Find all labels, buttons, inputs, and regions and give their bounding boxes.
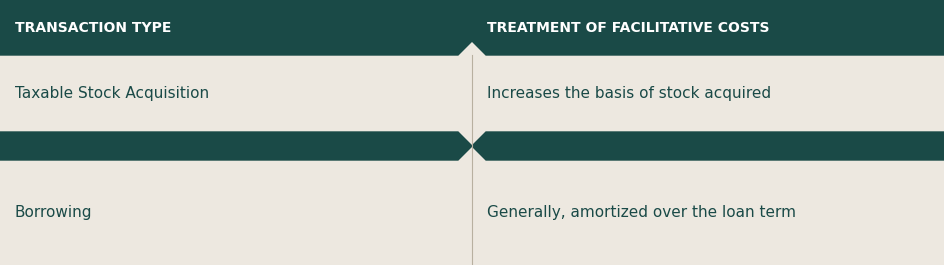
Polygon shape <box>0 132 471 160</box>
Text: Generally, amortized over the loan term: Generally, amortized over the loan term <box>486 205 795 220</box>
Text: Taxable Stock Acquisition: Taxable Stock Acquisition <box>15 86 209 101</box>
Polygon shape <box>471 132 944 160</box>
Polygon shape <box>471 0 944 55</box>
Text: Borrowing: Borrowing <box>15 205 93 220</box>
Polygon shape <box>0 0 471 55</box>
Text: TREATMENT OF FACILITATIVE COSTS: TREATMENT OF FACILITATIVE COSTS <box>486 20 768 34</box>
Text: Increases the basis of stock acquired: Increases the basis of stock acquired <box>486 86 770 101</box>
Text: TRANSACTION TYPE: TRANSACTION TYPE <box>15 20 171 34</box>
